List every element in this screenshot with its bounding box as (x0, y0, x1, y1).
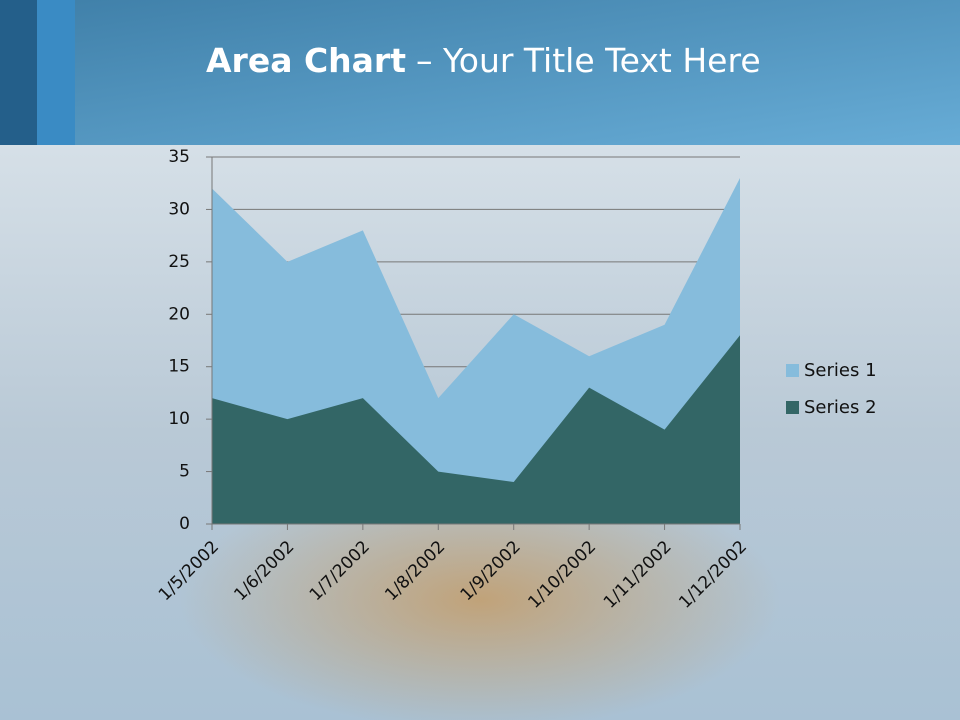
legend-label: Series 2 (804, 397, 877, 418)
legend-swatch (786, 401, 799, 414)
header-strip (0, 0, 37, 145)
y-tick-label: 30 (168, 199, 190, 219)
y-tick-label: 35 (168, 147, 190, 167)
legend-swatch (786, 364, 799, 377)
y-tick-label: 10 (168, 409, 190, 429)
y-tick-label: 15 (168, 357, 190, 377)
slide-title: Area Chart – Your Title Text Here (206, 41, 761, 80)
header-band (0, 0, 960, 145)
title-bold: Area Chart (206, 41, 406, 80)
y-tick-label: 5 (179, 462, 190, 482)
legend-label: Series 1 (804, 360, 877, 381)
y-tick-label: 20 (168, 304, 190, 324)
y-tick-label: 0 (179, 514, 190, 534)
area (212, 335, 740, 524)
header-strip (37, 0, 75, 145)
y-tick-label: 25 (168, 252, 190, 272)
title-rest: – Your Title Text Here (416, 41, 761, 80)
background-blur (180, 470, 780, 720)
